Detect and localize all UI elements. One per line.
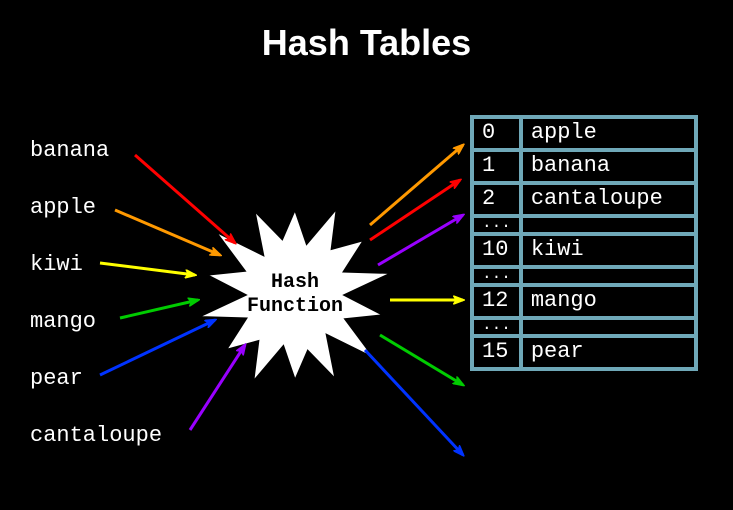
input-key: mango: [30, 309, 96, 334]
table-index-cell: 10: [472, 234, 521, 267]
arrow-out: [365, 350, 463, 455]
table-row: ...: [472, 318, 696, 336]
table-index-cell: 0: [472, 117, 521, 150]
arrow-in: [190, 345, 245, 430]
table-row: 1banana: [472, 150, 696, 183]
arrow-in: [120, 300, 198, 318]
hash-table: 0apple1banana2cantaloupe...10kiwi...12ma…: [470, 115, 698, 371]
table-index-cell: 15: [472, 336, 521, 369]
input-key: kiwi: [30, 252, 83, 277]
table-row: 15pear: [472, 336, 696, 369]
hash-function-label: Hash Function: [240, 271, 350, 319]
table-index-cell: 2: [472, 183, 521, 216]
table-row: 2cantaloupe: [472, 183, 696, 216]
table-row: 12mango: [472, 285, 696, 318]
table-value-cell: cantaloupe: [521, 183, 696, 216]
hash-function-line1: Hash: [271, 271, 319, 294]
table-value-cell: [521, 216, 696, 234]
arrow-in: [100, 320, 215, 375]
table-row: 10kiwi: [472, 234, 696, 267]
arrow-out: [378, 215, 463, 265]
diagram-title: Hash Tables: [0, 22, 733, 64]
input-key: cantaloupe: [30, 423, 162, 448]
table-value-cell: [521, 318, 696, 336]
table-index-cell: ...: [472, 318, 521, 336]
table-row: 0apple: [472, 117, 696, 150]
table-index-cell: ...: [472, 216, 521, 234]
table-index-cell: 1: [472, 150, 521, 183]
arrow-in: [135, 155, 235, 243]
table-row: ...: [472, 216, 696, 234]
table-index-cell: 12: [472, 285, 521, 318]
input-key: apple: [30, 195, 96, 220]
arrow-in: [115, 210, 220, 255]
table-row: ...: [472, 267, 696, 285]
table-value-cell: mango: [521, 285, 696, 318]
table-index-cell: ...: [472, 267, 521, 285]
table-value-cell: banana: [521, 150, 696, 183]
arrow-out: [370, 145, 463, 225]
input-key: banana: [30, 138, 109, 163]
input-key: pear: [30, 366, 83, 391]
table-value-cell: [521, 267, 696, 285]
table-value-cell: kiwi: [521, 234, 696, 267]
arrow-in: [100, 263, 195, 275]
arrow-out: [370, 180, 460, 240]
table-value-cell: pear: [521, 336, 696, 369]
hash-function-line2: Function: [247, 295, 343, 318]
arrow-out: [380, 335, 463, 385]
table-value-cell: apple: [521, 117, 696, 150]
